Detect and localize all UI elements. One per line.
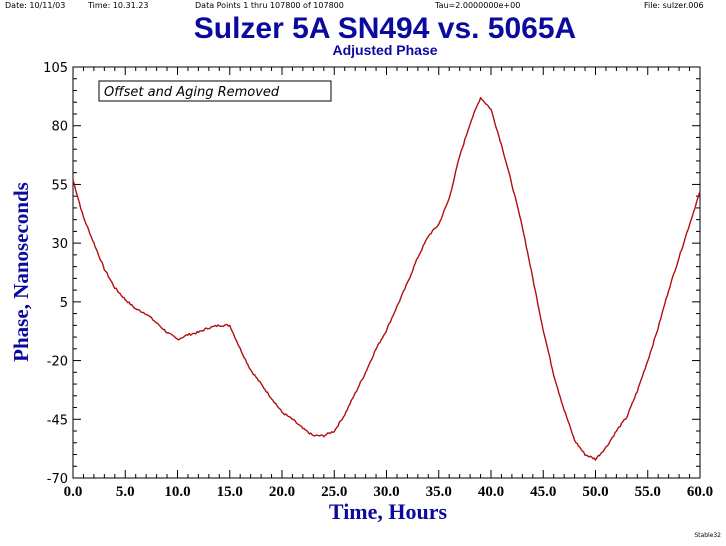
x-tick-label: 55.0: [635, 484, 661, 500]
y-tick-label: -20: [47, 355, 68, 370]
chart-title: Sulzer 5A SN494 vs. 5065A: [194, 12, 576, 45]
y-tick-label: -45: [47, 413, 68, 428]
y-tick-label: 80: [51, 120, 68, 135]
chart-subtitle: Adjusted Phase: [332, 42, 437, 58]
header-time: Time: 10.31.23: [87, 1, 148, 10]
ticks-layer: [72, 66, 701, 479]
x-tick-label: 15.0: [217, 484, 243, 500]
annotation-text: Offset and Aging Removed: [104, 85, 280, 100]
x-tick-label: 5.0: [116, 484, 135, 500]
x-tick-label: 0.0: [64, 484, 83, 500]
y-tick-label: 30: [51, 237, 68, 252]
x-tick-label: 20.0: [269, 484, 295, 500]
x-tick-labels: 0.0 5.0 10.0 15.0 20.0 25.0 30.0 35.0 40.0 45.0 50…: [64, 484, 714, 500]
footer-tag: Stable32: [694, 532, 721, 539]
x-tick-label: 35.0: [426, 484, 452, 500]
x-axis-label: Time, Hours: [329, 499, 448, 524]
y-tick-labels: 105 80 55 30 5 -20 -45 -70: [43, 61, 68, 487]
x-tick-label: 60.0: [687, 484, 713, 500]
y-axis-label: Phase, Nanoseconds: [9, 182, 33, 362]
y-tick-label: -70: [47, 472, 68, 487]
plot-area-frame: [72, 66, 701, 479]
y-tick-label: 105: [43, 61, 68, 76]
annotation-box: [98, 80, 332, 102]
header-file: File: sulzer.006: [644, 1, 704, 10]
x-tick-label: 25.0: [321, 484, 347, 500]
header-date: Date: 10/11/03: [5, 1, 65, 10]
y-tick-label: 55: [51, 178, 68, 193]
x-tick-label: 45.0: [530, 484, 556, 500]
y-tick-label: 5: [60, 296, 68, 311]
x-tick-label: 50.0: [582, 484, 608, 500]
x-tick-label: 30.0: [373, 484, 399, 500]
x-tick-label: 10.0: [164, 484, 190, 500]
phase-series-line: [72, 96, 701, 461]
x-tick-label: 40.0: [478, 484, 504, 500]
header-data-points: Data Points 1 thru 107800 of 107800: [195, 1, 344, 10]
header-tau: Tau=2.0000000e+00: [434, 1, 520, 10]
